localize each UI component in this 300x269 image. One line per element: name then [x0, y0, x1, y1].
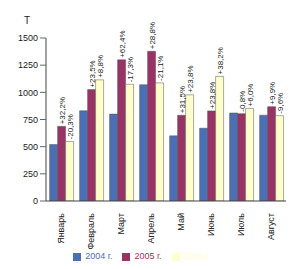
svg-text:-21,1%: -21,1% — [156, 56, 165, 81]
svg-text:+6,0%: +6,0% — [246, 84, 255, 107]
svg-text:1000: 1000 — [18, 88, 38, 98]
html-text:2004 г.: 2004 г. — [85, 251, 113, 261]
svg-text:Т: Т — [24, 15, 30, 26]
svg-text:Апрель: Апрель — [146, 213, 156, 244]
svg-text:Май: Май — [176, 213, 186, 231]
svg-text:Июнь: Июнь — [206, 213, 216, 236]
svg-text:-0,8%: -0,8% — [237, 90, 247, 112]
svg-text:+23,8%: +23,8% — [186, 65, 195, 92]
html-text:2005 г.: 2005 г. — [134, 251, 162, 261]
svg-text:-20,3%: -20,3% — [66, 114, 75, 139]
svg-text:500: 500 — [23, 142, 38, 152]
svg-text:+9,9%: +9,9% — [267, 81, 277, 105]
svg-text:-9,6%: -9,6% — [276, 93, 285, 114]
svg-text:+23,5%: +23,5% — [87, 60, 97, 88]
svg-text:250: 250 — [23, 169, 38, 179]
svg-text:1500: 1500 — [18, 33, 38, 43]
svg-text:Январь: Январь — [56, 213, 66, 244]
svg-text:Август: Август — [266, 213, 276, 240]
html-text:2006 г.: 2006 г. — [183, 251, 211, 261]
svg-text:Июль: Июль — [236, 213, 246, 236]
svg-text:+32,2%: +32,2% — [57, 97, 67, 125]
svg-text:-17,3%: -17,3% — [126, 57, 135, 82]
svg-text:+23,8%: +23,8% — [208, 82, 217, 109]
svg-text:Март: Март — [116, 213, 126, 235]
svg-text:+28,8%: +28,8% — [148, 22, 157, 49]
svg-text:0: 0 — [33, 196, 38, 206]
svg-text:+62,4%: +62,4% — [118, 30, 127, 57]
svg-text:1250: 1250 — [18, 60, 38, 70]
svg-text:Февраль: Февраль — [86, 213, 96, 250]
svg-text:+31,5%: +31,5% — [177, 85, 187, 114]
svg-text:+38,2%: +38,2% — [216, 47, 225, 74]
svg-text:+8,8%: +8,8% — [96, 55, 105, 78]
svg-text:750: 750 — [23, 115, 38, 125]
